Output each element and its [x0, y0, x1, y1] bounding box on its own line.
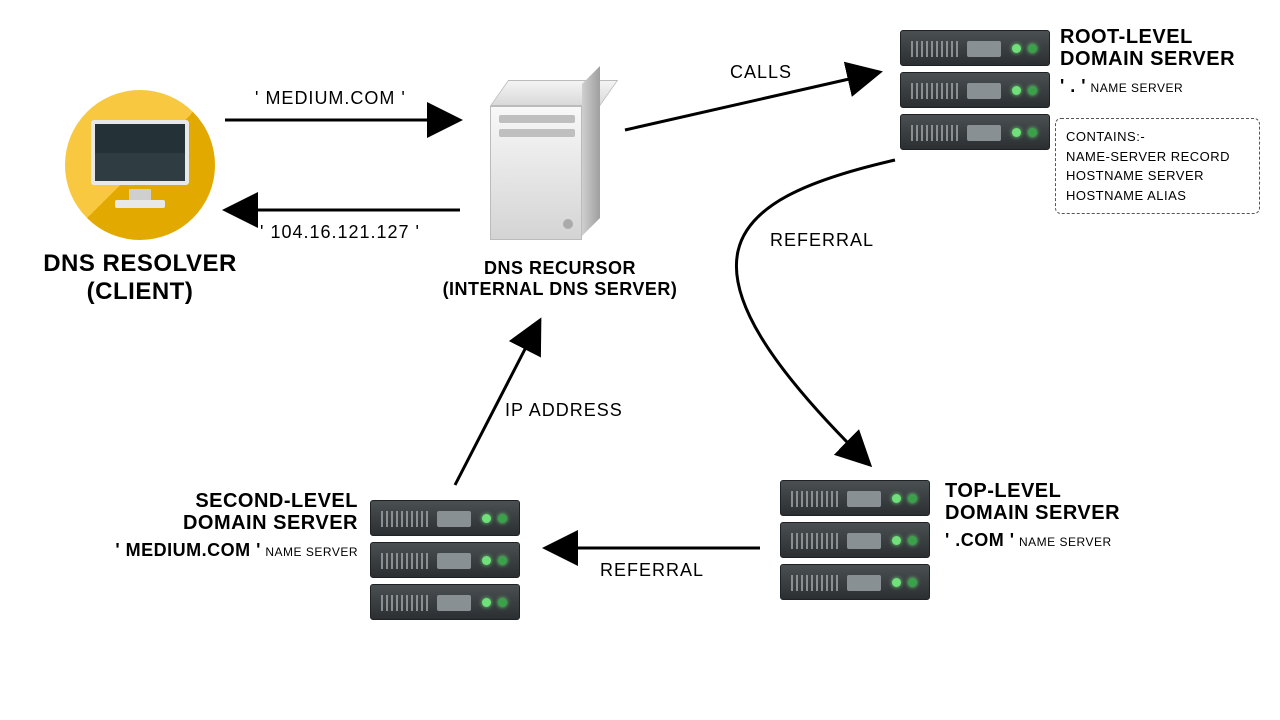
root-server-node	[900, 30, 1050, 156]
root-title-1: ROOT-LEVEL	[1060, 26, 1235, 48]
tld-title-1: TOP-LEVEL	[945, 480, 1120, 502]
client-label: DNS RESOLVER (CLIENT)	[20, 250, 260, 306]
contains-2: HOSTNAME SERVER	[1066, 166, 1249, 186]
label-ipaddress: IP ADDRESS	[505, 400, 623, 421]
recursor-title-1: DNS RECURSOR	[430, 258, 690, 279]
monitor-icon	[91, 120, 189, 185]
recursor-node	[490, 80, 600, 240]
label-medium: ' MEDIUM.COM '	[255, 88, 406, 109]
client-node	[65, 90, 215, 240]
contains-header: CONTAINS:-	[1066, 127, 1249, 147]
label-calls: CALLS	[730, 62, 792, 83]
tld-quoted: ' .COM '	[945, 530, 1015, 550]
recursor-title-2: (INTERNAL DNS SERVER)	[430, 279, 690, 300]
sld-title-2: DOMAIN SERVER	[100, 512, 358, 534]
client-title-2: (CLIENT)	[20, 278, 260, 306]
recursor-label: DNS RECURSOR (INTERNAL DNS SERVER)	[430, 258, 690, 300]
tld-label: TOP-LEVEL DOMAIN SERVER ' .COM ' NAME SE…	[945, 480, 1120, 551]
root-label: ROOT-LEVEL DOMAIN SERVER ' . ' NAME SERV…	[1060, 26, 1235, 97]
sld-title-1: SECOND-LEVEL	[100, 490, 358, 512]
sld-sub: NAME SERVER	[265, 545, 358, 559]
contains-3: HOSTNAME ALIAS	[1066, 186, 1249, 206]
arrow-root-to-tld	[736, 160, 895, 465]
label-referral-1: REFERRAL	[770, 230, 874, 251]
sld-label: SECOND-LEVEL DOMAIN SERVER ' MEDIUM.COM …	[100, 490, 358, 561]
sld-server-node	[370, 500, 520, 626]
root-title-2: DOMAIN SERVER	[1060, 48, 1235, 70]
contains-1: NAME-SERVER RECORD	[1066, 147, 1249, 167]
sld-quoted: ' MEDIUM.COM '	[115, 540, 261, 560]
root-sub: NAME SERVER	[1091, 81, 1184, 95]
label-ip: ' 104.16.121.127 '	[260, 222, 420, 243]
tld-title-2: DOMAIN SERVER	[945, 502, 1120, 524]
root-quoted: ' . '	[1060, 76, 1086, 96]
contains-box: CONTAINS:- NAME-SERVER RECORD HOSTNAME S…	[1055, 118, 1260, 214]
tld-server-node	[780, 480, 930, 606]
client-title-1: DNS RESOLVER	[20, 250, 260, 278]
tld-sub: NAME SERVER	[1019, 535, 1112, 549]
monitor-base	[115, 200, 165, 208]
label-referral-2: REFERRAL	[600, 560, 704, 581]
